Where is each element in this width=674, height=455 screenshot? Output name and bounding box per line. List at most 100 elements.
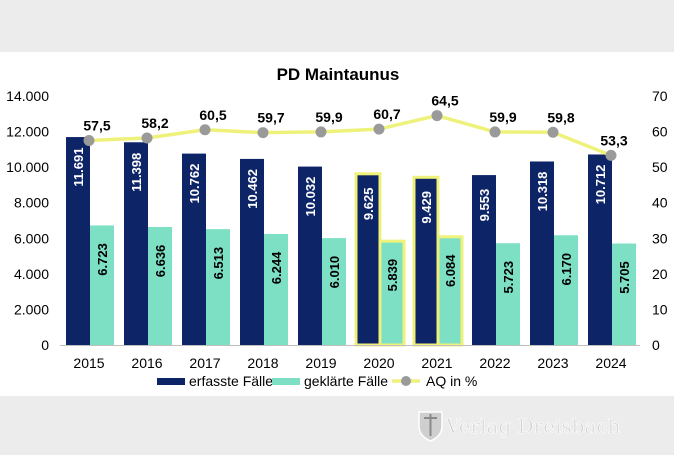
right-tick-label: 40 bbox=[652, 195, 668, 211]
bar-label-geklaerte-faelle: 6.010 bbox=[327, 256, 342, 289]
line-layer: 57,5 58,2 60,5 59,7 59,9 60,7 64,5 59,9 59,8 53,3 bbox=[83, 93, 628, 161]
x-tick-label: 2020 bbox=[363, 355, 394, 371]
aq-point bbox=[489, 126, 501, 138]
bar-label-erfasste-faelle: 10.712 bbox=[593, 165, 608, 205]
watermark: Verlag Dreisbach bbox=[418, 411, 621, 442]
left-tick-label: 4.000 bbox=[14, 266, 49, 282]
aq-label: 59,8 bbox=[547, 109, 574, 125]
aq-label: 59,7 bbox=[257, 110, 284, 126]
bar-label-geklaerte-faelle: 6.170 bbox=[559, 253, 574, 286]
legend-label-aq: AQ in % bbox=[426, 373, 477, 389]
bar-label-erfasste-faelle: 10.762 bbox=[187, 164, 202, 204]
bar-label-geklaerte-faelle: 6.636 bbox=[153, 245, 168, 278]
aq-point bbox=[431, 110, 443, 122]
bar-label-erfasste-faelle: 10.032 bbox=[303, 177, 318, 217]
legend-swatch-geklaerte-faelle bbox=[272, 378, 300, 385]
right-tick-label: 20 bbox=[652, 266, 668, 282]
x-tick-label: 2023 bbox=[537, 355, 568, 371]
right-tick-label: 30 bbox=[652, 230, 668, 246]
left-axis: 0 2.000 4.000 6.000 8.000 10.000 12.000 14.000 bbox=[6, 88, 49, 353]
right-tick-label: 50 bbox=[652, 159, 668, 175]
aq-label: 59,9 bbox=[315, 109, 342, 125]
bar-erfasste-faelle bbox=[530, 161, 554, 345]
bar-geklaerte-faelle bbox=[90, 225, 114, 345]
left-tick-label: 6.000 bbox=[14, 230, 49, 246]
aq-label: 57,5 bbox=[83, 117, 110, 133]
left-tick-label: 0 bbox=[41, 337, 49, 353]
aq-point bbox=[547, 126, 559, 138]
aq-label: 60,7 bbox=[373, 106, 400, 122]
aq-point bbox=[141, 132, 153, 144]
aq-point bbox=[257, 127, 269, 139]
right-tick-label: 60 bbox=[652, 124, 668, 140]
aq-point bbox=[83, 134, 95, 146]
bar-label-geklaerte-faelle: 5.839 bbox=[385, 259, 400, 292]
left-tick-label: 12.000 bbox=[6, 124, 49, 140]
bar-geklaerte-faelle bbox=[612, 243, 636, 345]
bar-erfasste-faelle bbox=[124, 142, 148, 345]
bar-erfasste-faelle bbox=[240, 158, 264, 345]
x-tick-label: 2016 bbox=[131, 355, 162, 371]
bar-geklaerte-faelle bbox=[378, 239, 406, 347]
bar-erfasste-faelle bbox=[298, 166, 322, 345]
coat-of-arms-icon bbox=[418, 411, 443, 442]
bar-erfasste-faelle bbox=[182, 153, 206, 345]
bar-label-geklaerte-faelle: 5.705 bbox=[617, 261, 632, 294]
x-tick-label: 2024 bbox=[595, 355, 626, 371]
aq-point bbox=[605, 149, 617, 161]
bar-label-erfasste-faelle: 10.318 bbox=[535, 172, 550, 212]
legend-label-geklaerte-faelle: geklärte Fälle bbox=[304, 373, 388, 389]
right-axis: 0 10 20 30 40 50 60 70 bbox=[652, 88, 668, 353]
bar-label-geklaerte-faelle: 6.513 bbox=[211, 247, 226, 280]
x-tick-label: 2018 bbox=[247, 355, 278, 371]
aq-label: 58,2 bbox=[141, 115, 168, 131]
bar-label-erfasste-faelle: 9.429 bbox=[419, 191, 434, 224]
aq-label: 53,3 bbox=[600, 132, 627, 148]
aq-label: 64,5 bbox=[431, 93, 458, 109]
bar-label-geklaerte-faelle: 6.244 bbox=[269, 251, 284, 284]
right-tick-label: 70 bbox=[652, 88, 668, 104]
right-tick-label: 10 bbox=[652, 301, 668, 317]
aq-point bbox=[315, 126, 327, 138]
bar-label-geklaerte-faelle: 6.723 bbox=[95, 243, 110, 276]
right-tick-label: 0 bbox=[652, 337, 660, 353]
x-tick-label: 2022 bbox=[479, 355, 510, 371]
x-tick-label: 2015 bbox=[73, 355, 104, 371]
legend-swatch-aq-point bbox=[401, 376, 411, 386]
bar-geklaerte-faelle bbox=[148, 226, 172, 345]
left-tick-label: 2.000 bbox=[14, 301, 49, 317]
bar-label-erfasste-faelle: 10.462 bbox=[245, 169, 260, 209]
bar-geklaerte-faelle bbox=[554, 235, 578, 345]
bar-label-erfasste-faelle: 11.691 bbox=[71, 148, 86, 187]
bar-erfasste-faelle bbox=[472, 175, 496, 345]
aq-point bbox=[199, 124, 211, 136]
bar-erfasste-faelle bbox=[66, 137, 90, 345]
left-tick-label: 10.000 bbox=[6, 159, 49, 175]
legend-label-erfasste-faelle: erfasste Fälle bbox=[189, 373, 273, 389]
bar-geklaerte-faelle bbox=[496, 243, 520, 345]
x-tick-label: 2017 bbox=[189, 355, 220, 371]
chart-title: PD Maintaunus bbox=[277, 65, 400, 84]
bar-geklaerte-faelle bbox=[322, 238, 346, 345]
x-tick-label: 2019 bbox=[305, 355, 336, 371]
bar-label-erfasste-faelle: 9.625 bbox=[361, 188, 376, 221]
x-axis: 2015 2016 2017 2018 2019 2020 2021 2022 2023 2024 bbox=[73, 355, 626, 371]
bar-label-erfasste-faelle: 9.553 bbox=[477, 189, 492, 222]
x-tick-label: 2021 bbox=[421, 355, 452, 371]
legend: erfasste Fälle geklärte Fälle AQ in % bbox=[157, 373, 477, 389]
legend-swatch-erfasste-faelle bbox=[157, 378, 185, 385]
bar-label-erfasste-faelle: 11.398 bbox=[129, 153, 144, 192]
aq-label: 60,5 bbox=[199, 107, 226, 123]
left-tick-label: 8.000 bbox=[14, 195, 49, 211]
left-tick-label: 14.000 bbox=[6, 88, 49, 104]
bar-geklaerte-faelle bbox=[206, 229, 230, 345]
aq-point bbox=[373, 123, 385, 135]
bar-layer: 11.691 6.723 11.398 6.636 10.762 6.513 10.462 6… bbox=[60, 137, 640, 347]
watermark-text: Verlag Dreisbach bbox=[445, 414, 621, 438]
bar-geklaerte-faelle bbox=[264, 233, 288, 345]
bar-erfasste-faelle bbox=[588, 154, 612, 345]
bar-label-geklaerte-faelle: 5.723 bbox=[501, 261, 516, 294]
aq-line bbox=[88, 113, 612, 158]
